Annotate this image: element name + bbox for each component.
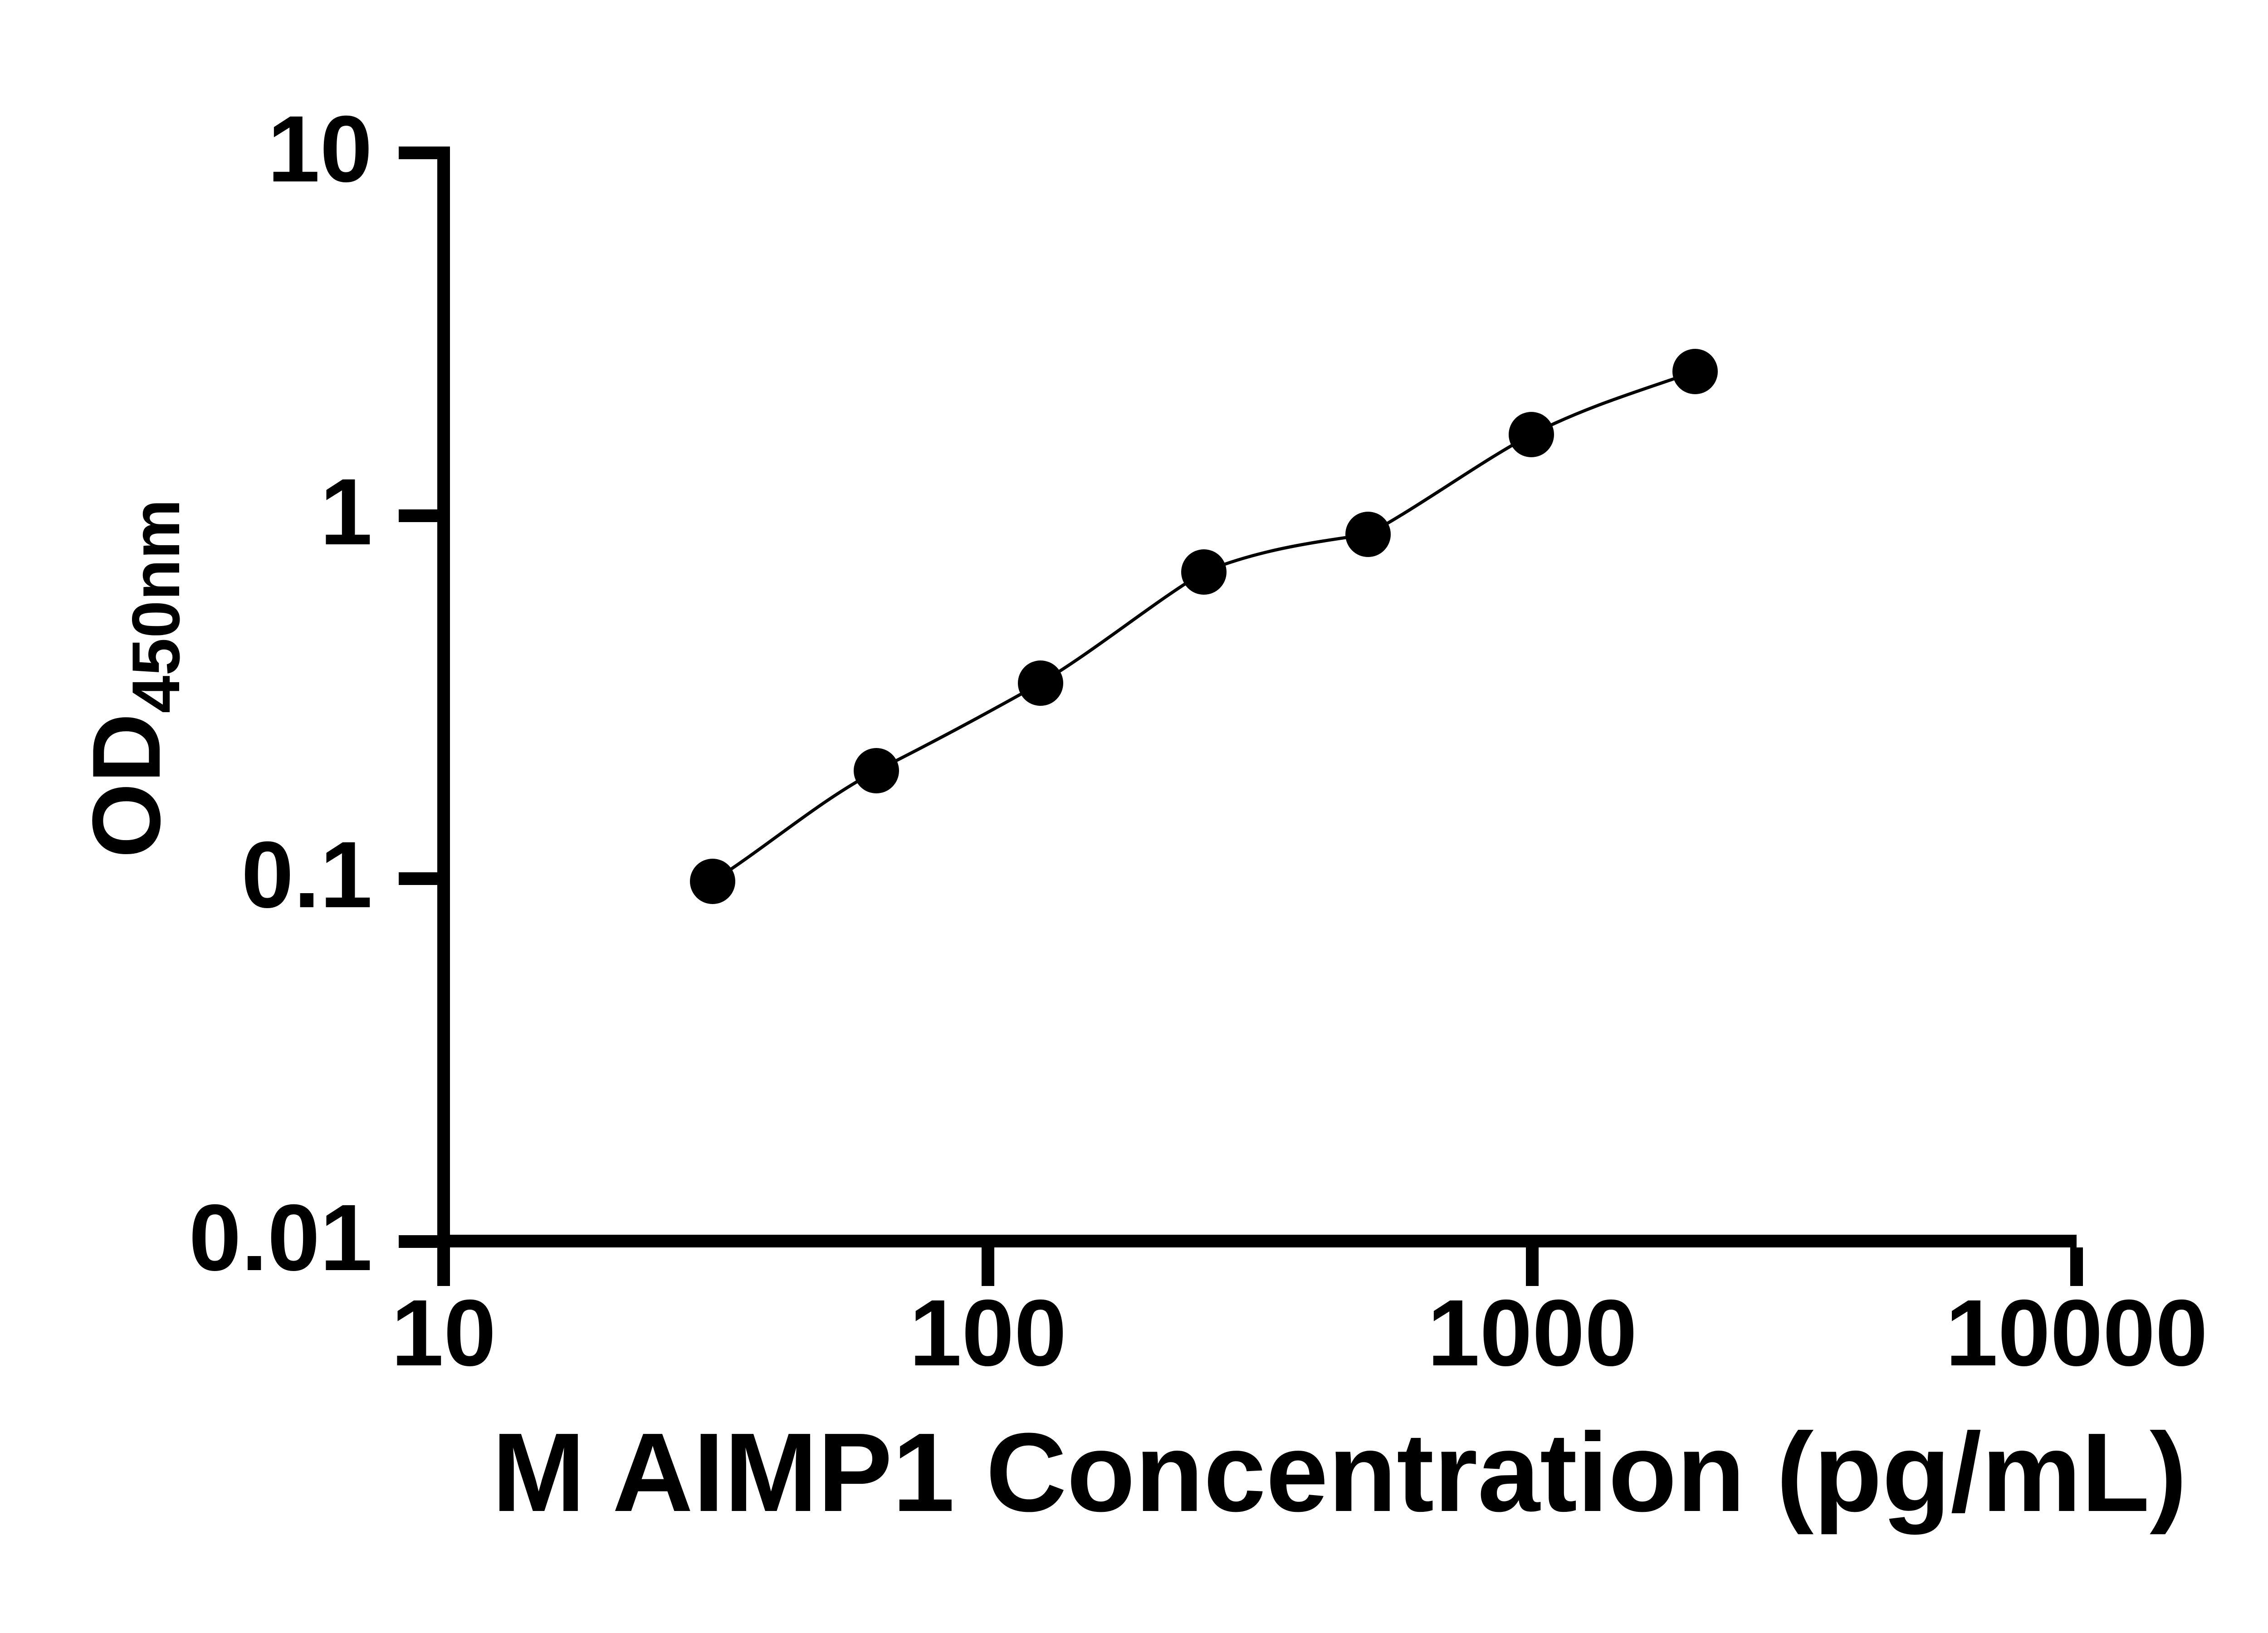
svg-text:100: 100: [909, 1281, 1066, 1386]
svg-text:0.1: 0.1: [241, 822, 372, 928]
svg-text:1: 1: [320, 460, 372, 565]
svg-text:M AIMP1 Concentration (pg/mL): M AIMP1 Concentration (pg/mL): [492, 1410, 2187, 1535]
svg-text:10000: 10000: [1945, 1281, 2208, 1386]
svg-text:1000: 1000: [1427, 1281, 1637, 1386]
svg-text:0.01: 0.01: [189, 1185, 372, 1291]
svg-text:10: 10: [268, 97, 372, 202]
svg-text:10: 10: [391, 1281, 496, 1386]
